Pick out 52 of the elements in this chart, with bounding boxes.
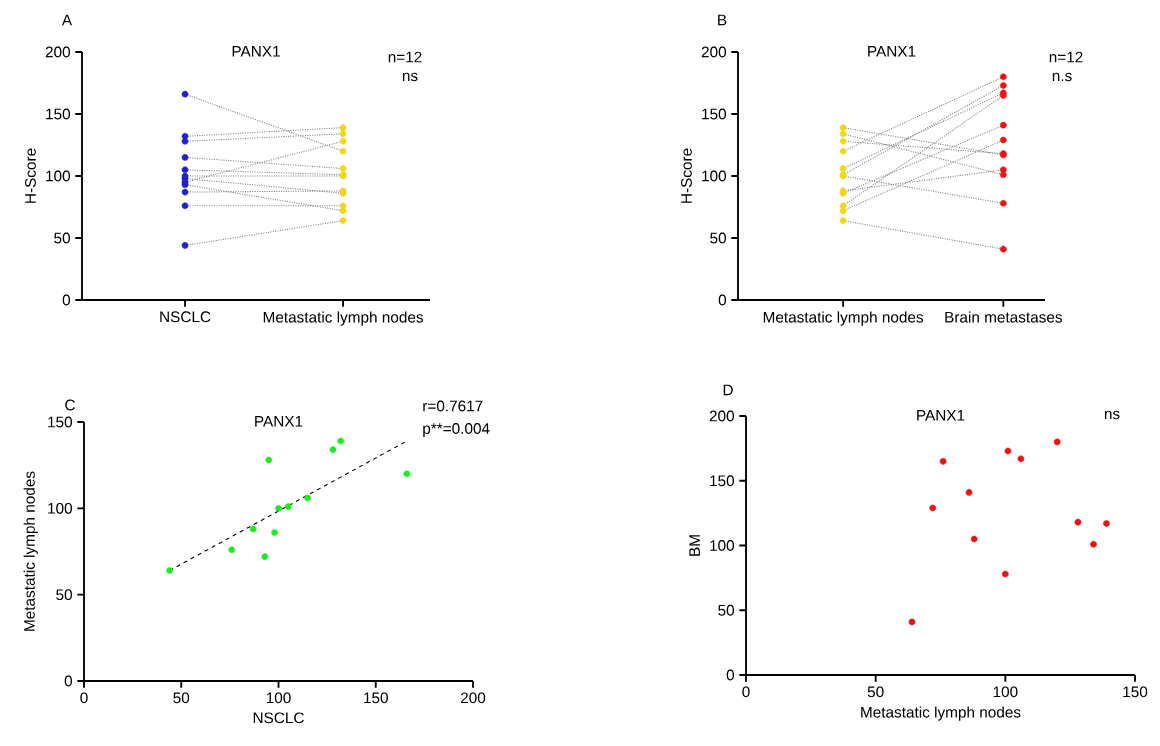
x-tick-label: NSCLC <box>160 311 211 323</box>
x-tick-label: 100 <box>993 686 1018 698</box>
y-tick-label: 150 <box>46 108 71 120</box>
y-tick-label: 150 <box>710 475 735 487</box>
x-tick-label: 0 <box>80 692 88 704</box>
y-tick-label: 150 <box>702 108 727 120</box>
text: n=12 <box>1049 51 1083 63</box>
chart-title: PANX1 <box>917 410 965 421</box>
x-tick-label: 150 <box>364 692 388 704</box>
x-tick-label: 0 <box>742 686 750 698</box>
y-tick-label: 50 <box>718 604 735 616</box>
chart-title: PANX1 <box>232 46 280 57</box>
y-tick-label: 0 <box>62 294 71 306</box>
x-tick-label: 50 <box>173 692 190 704</box>
x-axis-title: NSCLC <box>253 712 304 724</box>
y-tick-label: 0 <box>726 669 735 681</box>
y-tick-label: 200 <box>701 46 727 58</box>
y-axis-title: H-Score <box>681 148 692 203</box>
x-tick-label: 100 <box>266 692 291 704</box>
text: A <box>61 14 73 26</box>
y-axis-title: H-Score <box>25 148 36 203</box>
x-tick-label: 50 <box>867 686 884 698</box>
x-axis-title: Metastatic lymph nodes <box>861 706 1021 721</box>
text: r=0.7617 <box>423 400 483 412</box>
y-tick-label: 0 <box>718 294 727 306</box>
annotation: ns <box>1104 410 1120 420</box>
x-tick-label: Metastatic lymph nodes <box>763 311 924 326</box>
y-tick-label: 150 <box>48 416 73 428</box>
chart-title: PANX1 <box>255 416 303 427</box>
y-tick-label: 100 <box>48 502 73 514</box>
annotation: p**=0.004 <box>423 423 490 437</box>
y-tick-label: 100 <box>46 170 71 182</box>
y-axis-title: BM <box>689 535 700 556</box>
x-tick-label: Brain metastases <box>945 311 1062 323</box>
y-tick-label: 100 <box>702 170 727 182</box>
text: D <box>723 384 733 396</box>
y-tick-label: 200 <box>45 46 71 58</box>
y-tick-label: 0 <box>64 675 73 687</box>
y-tick-label: 50 <box>710 232 727 244</box>
y-tick-label: 50 <box>56 589 73 601</box>
text: C <box>65 399 75 411</box>
chart-title: PANX1 <box>868 46 916 57</box>
x-tick-label: Metastatic lymph nodes <box>263 311 424 326</box>
y-tick-label: 100 <box>710 540 735 551</box>
x-tick-label: 150 <box>1123 686 1148 698</box>
annotation: n=12 <box>388 51 422 63</box>
text: B <box>718 14 727 26</box>
text: n.s <box>1052 72 1072 82</box>
y-tick-label: 50 <box>54 232 71 244</box>
y-tick-label: 200 <box>709 410 735 422</box>
annotation: ns <box>402 72 418 82</box>
x-tick-label: 200 <box>460 692 486 704</box>
